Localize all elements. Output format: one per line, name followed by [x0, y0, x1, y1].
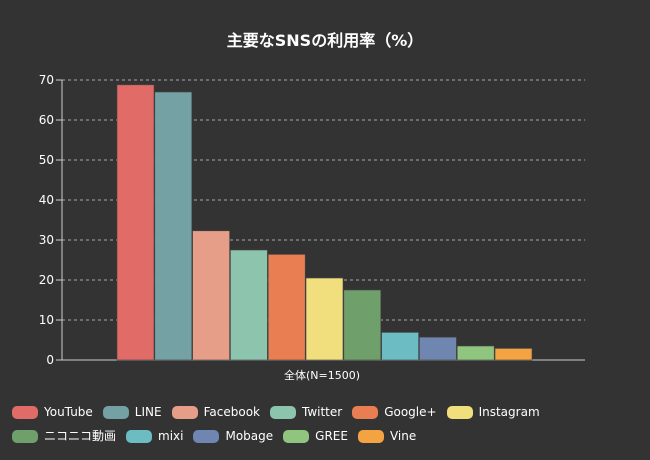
- legend-swatch: [126, 429, 153, 443]
- legend-label: mixi: [158, 429, 184, 443]
- y-tick-label: 0: [46, 353, 54, 367]
- legend-label: Google+: [384, 405, 437, 419]
- y-tick-label: 70: [39, 73, 54, 87]
- legend-item[interactable]: Vine: [357, 427, 417, 445]
- bar-Mobage: [419, 336, 457, 361]
- bar-mixi: [381, 332, 419, 361]
- chart-title: 主要なSNSの利用率（%）: [227, 31, 423, 50]
- legend-item[interactable]: Twitter: [269, 403, 343, 421]
- legend-label: YouTube: [44, 405, 93, 419]
- bar-Instagram: [305, 277, 344, 361]
- legend-swatch: [12, 429, 38, 443]
- legend-label: ニコニコ動画: [44, 429, 117, 443]
- bar-GREE: [456, 345, 495, 361]
- bar-Twitter: [230, 249, 268, 361]
- legend-swatch: [446, 405, 473, 419]
- legend-item[interactable]: Instagram: [446, 403, 540, 421]
- bar-YouTube: [116, 84, 155, 361]
- legend-label: LINE: [134, 405, 162, 419]
- legend-label: Mobage: [225, 429, 274, 443]
- x-category-label: 全体(N=1500): [284, 368, 360, 382]
- bar-chart-plot: 主要なSNSの利用率（%） 0 10 20 30 40 50 60 70 全体(N=1500): [39, 31, 585, 382]
- bar-ニコニコ動画: [343, 289, 382, 361]
- bar-Vine: [494, 348, 533, 361]
- bar-Google+: [267, 254, 306, 361]
- legend-label: Vine: [389, 429, 417, 443]
- y-tick-label: 30: [39, 233, 54, 247]
- legend-label: Instagram: [478, 405, 540, 419]
- legend-swatch: [283, 429, 310, 443]
- legend-item[interactable]: ニコニコ動画: [12, 427, 116, 445]
- legend-label: Twitter: [301, 405, 343, 419]
- legend-swatch: [12, 405, 38, 419]
- legend-swatch: [171, 405, 198, 419]
- y-tick-label: 60: [39, 113, 54, 127]
- legend-swatch: [269, 405, 296, 419]
- y-tick-label: 10: [39, 313, 54, 327]
- y-tick-label: 20: [39, 273, 54, 287]
- legend-swatch: [357, 429, 384, 443]
- chart-legend: YouTube LINE Facebook Twitter Google+ Instagr…: [12, 403, 648, 445]
- legend-item[interactable]: LINE: [102, 403, 162, 421]
- legend-swatch: [102, 405, 129, 419]
- y-tick-label: 50: [39, 153, 54, 167]
- legend-swatch: [352, 405, 379, 419]
- legend-item[interactable]: Mobage: [193, 427, 273, 445]
- legend-swatch: [193, 429, 220, 443]
- legend-item[interactable]: Google+: [352, 403, 437, 421]
- legend-label: GREE: [315, 429, 348, 443]
- legend-item[interactable]: mixi: [126, 427, 183, 445]
- legend-item[interactable]: YouTube: [12, 403, 93, 421]
- legend-label: Facebook: [203, 405, 260, 419]
- bar-Facebook: [192, 230, 230, 361]
- legend-item[interactable]: GREE: [283, 427, 348, 445]
- legend-item[interactable]: Facebook: [171, 403, 260, 421]
- bar-LINE: [154, 91, 193, 361]
- y-tick-label: 40: [39, 193, 54, 207]
